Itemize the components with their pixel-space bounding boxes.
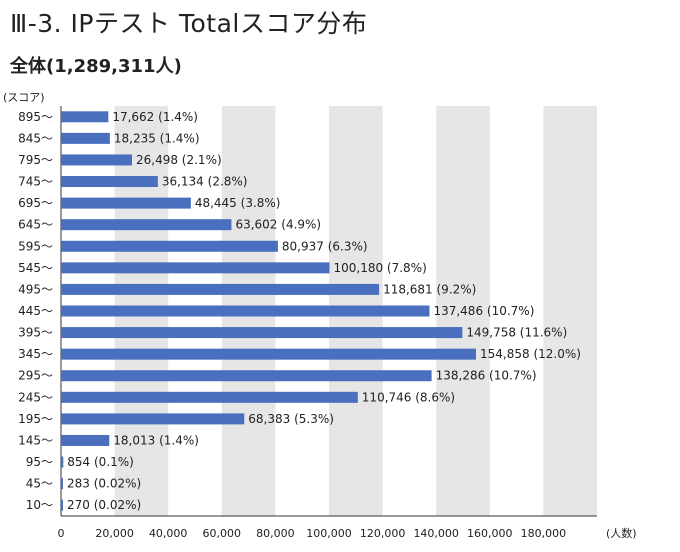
x-tick-label: 100,000 [306, 527, 352, 540]
category-label: 845〜 [18, 131, 53, 145]
data-label: 18,235 (1.4%) [114, 131, 200, 145]
bar [61, 154, 133, 166]
bar [61, 348, 477, 360]
bar [61, 499, 63, 511]
x-tick-label: 180,000 [521, 527, 567, 540]
bar [61, 240, 278, 252]
category-label: 45〜 [26, 477, 53, 491]
category-label: 695〜 [18, 196, 53, 210]
data-label: 137,486 (10.7%) [433, 304, 534, 318]
data-label: 283 (0.02%) [67, 477, 141, 491]
bar [61, 456, 64, 468]
x-tick-label: 120,000 [360, 527, 406, 540]
bar [61, 478, 63, 490]
data-label: 138,286 (10.7%) [436, 369, 537, 383]
data-label: 149,758 (11.6%) [466, 326, 567, 340]
data-label: 26,498 (2.1%) [136, 153, 222, 167]
chart-title: Ⅲ-3. IPテスト Totalスコア分布 [10, 9, 368, 38]
y-axis-label: (スコア) [3, 91, 45, 104]
bar [61, 391, 358, 403]
x-tick-label: 60,000 [203, 527, 242, 540]
category-label: 395〜 [18, 326, 53, 340]
data-label: 48,445 (3.8%) [195, 196, 281, 210]
data-label: 18,013 (1.4%) [113, 433, 199, 447]
x-tick-label: 80,000 [256, 527, 295, 540]
data-label: 80,937 (6.3%) [282, 239, 368, 253]
category-label: 795〜 [18, 153, 53, 167]
data-label: 270 (0.02%) [67, 498, 141, 512]
data-label: 854 (0.1%) [67, 455, 134, 469]
x-tick-label: 20,000 [95, 527, 134, 540]
data-label: 118,681 (9.2%) [383, 282, 476, 296]
bar [61, 111, 109, 123]
x-tick-label: 40,000 [149, 527, 188, 540]
data-label: 17,662 (1.4%) [112, 110, 198, 124]
category-label: 95〜 [26, 455, 53, 469]
bar [61, 327, 463, 339]
category-label: 10〜 [26, 498, 53, 512]
category-label: 295〜 [18, 369, 53, 383]
data-label: 36,134 (2.8%) [162, 175, 248, 189]
data-label: 63,602 (4.9%) [235, 218, 321, 232]
category-label: 145〜 [18, 433, 53, 447]
bar [61, 262, 330, 274]
grid-band [543, 106, 597, 516]
x-tick-label: 140,000 [413, 527, 459, 540]
category-label: 445〜 [18, 304, 53, 318]
chart-subtitle: 全体(1,289,311人) [10, 56, 182, 77]
bar [61, 197, 191, 209]
x-axis-label: (人数) [606, 527, 637, 540]
bar [61, 132, 110, 144]
data-label: 154,858 (12.0%) [480, 347, 581, 361]
category-label: 245〜 [18, 390, 53, 404]
category-label: 595〜 [18, 239, 53, 253]
data-label: 110,746 (8.6%) [362, 390, 455, 404]
category-label: 495〜 [18, 282, 53, 296]
category-label: 195〜 [18, 412, 53, 426]
category-label: 895〜 [18, 110, 53, 124]
bar [61, 219, 232, 231]
bar [61, 434, 110, 446]
data-label: 100,180 (7.8%) [333, 261, 426, 275]
bar [61, 305, 430, 317]
bar [61, 413, 245, 425]
category-label: 545〜 [18, 261, 53, 275]
category-label: 345〜 [18, 347, 53, 361]
x-tick-label: 160,000 [467, 527, 513, 540]
x-tick-label: 0 [58, 527, 65, 540]
data-label: 68,383 (5.3%) [248, 412, 334, 426]
category-label: 645〜 [18, 218, 53, 232]
grid-band [436, 106, 490, 516]
category-label: 745〜 [18, 175, 53, 189]
bar [61, 176, 158, 188]
bar [61, 370, 432, 382]
bar [61, 283, 380, 295]
